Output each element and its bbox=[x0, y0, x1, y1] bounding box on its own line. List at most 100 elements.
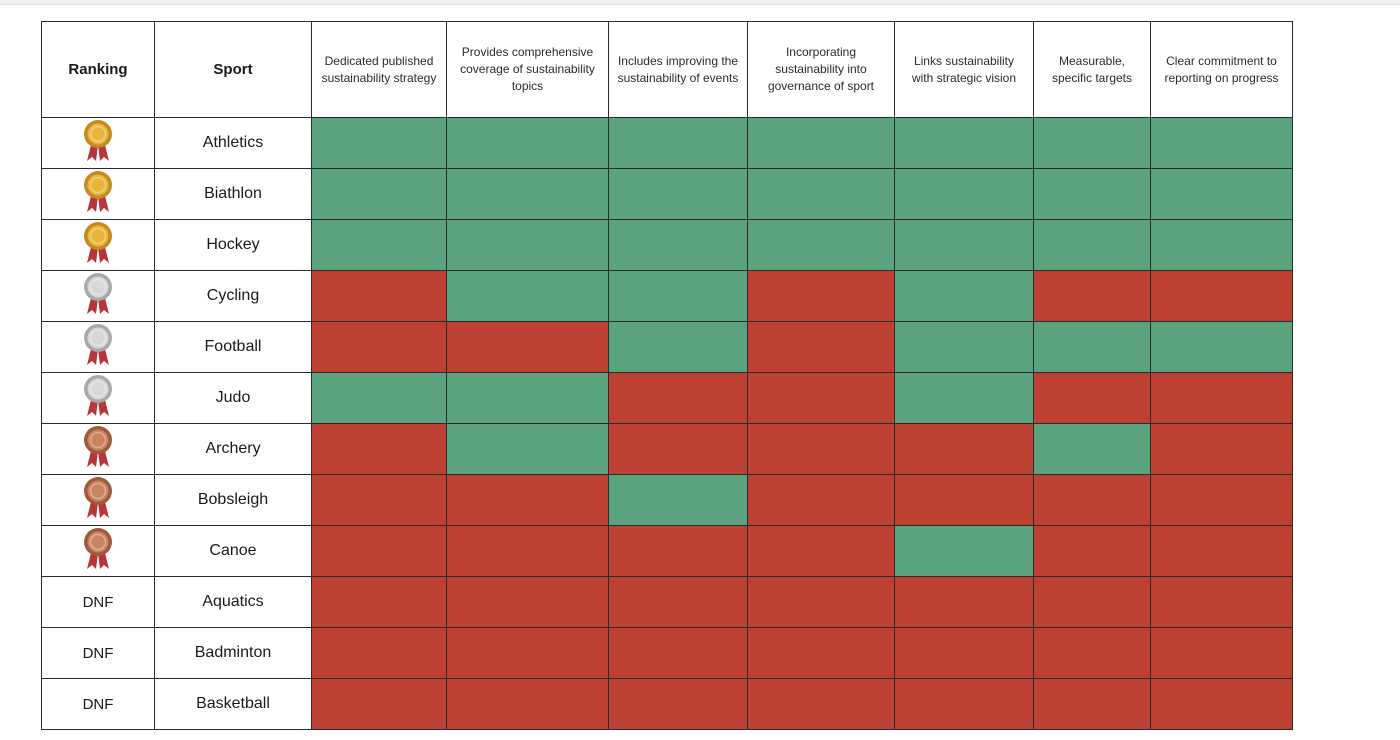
criterion-met-cell-6 bbox=[1033, 117, 1151, 169]
criterion-not-met-cell-7 bbox=[1150, 423, 1293, 475]
rank-cell bbox=[41, 168, 155, 220]
rank-label: DNF bbox=[82, 644, 114, 662]
table-row: Archery bbox=[41, 423, 1293, 475]
top-divider bbox=[0, 0, 1400, 5]
criterion-met-cell-2 bbox=[446, 219, 609, 271]
rank-cell bbox=[41, 423, 155, 475]
gold-medal-icon bbox=[83, 170, 113, 214]
criterion-header-7: Clear commitment to reporting on progres… bbox=[1150, 21, 1293, 118]
sport-name: Archery bbox=[154, 423, 312, 475]
criterion-not-met-cell-2 bbox=[446, 627, 609, 679]
criterion-not-met-cell-3 bbox=[608, 372, 748, 424]
table-row: Biathlon bbox=[41, 168, 1293, 220]
rank-label: DNF bbox=[82, 593, 114, 611]
criterion-not-met-cell-1 bbox=[311, 627, 447, 679]
criterion-met-cell-5 bbox=[894, 117, 1034, 169]
table-row: Bobsleigh bbox=[41, 474, 1293, 526]
sport-name: Biathlon bbox=[154, 168, 312, 220]
criterion-not-met-cell-6 bbox=[1033, 372, 1151, 424]
criterion-met-cell-7 bbox=[1150, 168, 1293, 220]
criterion-met-cell-5 bbox=[894, 321, 1034, 373]
criterion-not-met-cell-6 bbox=[1033, 627, 1151, 679]
sport-name: Football bbox=[154, 321, 312, 373]
rank-label: DNF bbox=[82, 695, 114, 713]
table-row: Cycling bbox=[41, 270, 1293, 322]
criterion-header-4: Incorporating sustainability into govern… bbox=[747, 21, 895, 118]
table-row: DNF Aquatics bbox=[41, 576, 1293, 628]
silver-medal-icon bbox=[83, 272, 113, 316]
criterion-not-met-cell-6 bbox=[1033, 474, 1151, 526]
bronze-medal-icon bbox=[83, 476, 113, 520]
criterion-not-met-cell-4 bbox=[747, 678, 895, 730]
rank-cell: DNF bbox=[41, 678, 155, 730]
criterion-not-met-cell-4 bbox=[747, 525, 895, 577]
criterion-not-met-cell-6 bbox=[1033, 270, 1151, 322]
criterion-met-cell-6 bbox=[1033, 423, 1151, 475]
criterion-not-met-cell-4 bbox=[747, 576, 895, 628]
rank-cell: DNF bbox=[41, 627, 155, 679]
criterion-met-cell-2 bbox=[446, 372, 609, 424]
criterion-not-met-cell-4 bbox=[747, 423, 895, 475]
criterion-not-met-cell-4 bbox=[747, 627, 895, 679]
criterion-met-cell-2 bbox=[446, 423, 609, 475]
criterion-header-label: Links sustainability with strategic visi… bbox=[911, 53, 1017, 85]
criterion-header-6: Measurable, specific targets bbox=[1033, 21, 1151, 118]
criterion-met-cell-5 bbox=[894, 219, 1034, 271]
rank-cell bbox=[41, 219, 155, 271]
table-row: Football bbox=[41, 321, 1293, 373]
criterion-not-met-cell-7 bbox=[1150, 627, 1293, 679]
criterion-not-met-cell-1 bbox=[311, 474, 447, 526]
criterion-header-3: Includes improving the sustainability of… bbox=[608, 21, 748, 118]
rank-cell: DNF bbox=[41, 576, 155, 628]
criterion-not-met-cell-7 bbox=[1150, 525, 1293, 577]
criterion-met-cell-1 bbox=[311, 219, 447, 271]
criterion-not-met-cell-7 bbox=[1150, 372, 1293, 424]
rank-cell bbox=[41, 525, 155, 577]
criterion-met-cell-7 bbox=[1150, 117, 1293, 169]
criterion-met-cell-4 bbox=[747, 219, 895, 271]
criterion-not-met-cell-2 bbox=[446, 321, 609, 373]
table-row: Judo bbox=[41, 372, 1293, 424]
criterion-met-cell-1 bbox=[311, 168, 447, 220]
rank-cell bbox=[41, 372, 155, 424]
criterion-not-met-cell-7 bbox=[1150, 270, 1293, 322]
sport-name: Cycling bbox=[154, 270, 312, 322]
table-row: Hockey bbox=[41, 219, 1293, 271]
criterion-met-cell-7 bbox=[1150, 219, 1293, 271]
table-row: DNF Basketball bbox=[41, 678, 1293, 730]
criterion-met-cell-2 bbox=[446, 270, 609, 322]
criterion-met-cell-2 bbox=[446, 117, 609, 169]
criterion-not-met-cell-7 bbox=[1150, 474, 1293, 526]
criterion-met-cell-3 bbox=[608, 474, 748, 526]
criterion-not-met-cell-5 bbox=[894, 627, 1034, 679]
criterion-met-cell-3 bbox=[608, 168, 748, 220]
sport-header: Sport bbox=[154, 21, 312, 118]
criterion-not-met-cell-3 bbox=[608, 678, 748, 730]
criterion-not-met-cell-5 bbox=[894, 576, 1034, 628]
criterion-header-1: Dedicated published sustainability strat… bbox=[311, 21, 447, 118]
criterion-not-met-cell-4 bbox=[747, 321, 895, 373]
bronze-medal-icon bbox=[83, 527, 113, 571]
criterion-not-met-cell-5 bbox=[894, 423, 1034, 475]
criterion-not-met-cell-2 bbox=[446, 678, 609, 730]
criterion-not-met-cell-2 bbox=[446, 525, 609, 577]
criterion-met-cell-4 bbox=[747, 168, 895, 220]
criterion-not-met-cell-4 bbox=[747, 270, 895, 322]
criterion-not-met-cell-3 bbox=[608, 627, 748, 679]
ranking-header: Ranking bbox=[41, 21, 155, 118]
silver-medal-icon bbox=[83, 374, 113, 418]
criterion-met-cell-5 bbox=[894, 525, 1034, 577]
criterion-met-cell-5 bbox=[894, 372, 1034, 424]
criterion-not-met-cell-6 bbox=[1033, 576, 1151, 628]
criterion-met-cell-1 bbox=[311, 117, 447, 169]
criterion-not-met-cell-4 bbox=[747, 372, 895, 424]
table-row: DNF Badminton bbox=[41, 627, 1293, 679]
sport-name: Judo bbox=[154, 372, 312, 424]
criterion-met-cell-1 bbox=[311, 372, 447, 424]
header-row: Ranking Sport Dedicated published sustai… bbox=[41, 21, 1293, 118]
criterion-not-met-cell-5 bbox=[894, 474, 1034, 526]
criterion-met-cell-3 bbox=[608, 321, 748, 373]
sport-name: Bobsleigh bbox=[154, 474, 312, 526]
criterion-not-met-cell-4 bbox=[747, 474, 895, 526]
table-body: Athletics Biathlon Hockey Cycling Football Ju… bbox=[41, 117, 1293, 730]
